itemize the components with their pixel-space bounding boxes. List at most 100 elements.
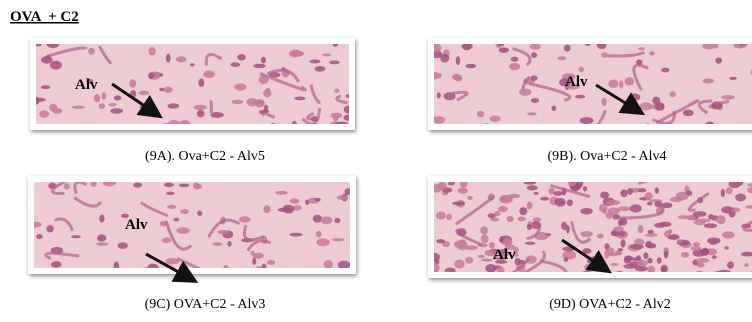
cell bbox=[334, 218, 340, 223]
cell bbox=[608, 80, 618, 88]
cell bbox=[527, 201, 533, 209]
cell bbox=[683, 110, 694, 117]
cell bbox=[315, 66, 326, 72]
alv-label: Alv bbox=[125, 217, 148, 233]
cell bbox=[605, 212, 613, 219]
micrograph bbox=[29, 177, 396, 282]
cell bbox=[630, 281, 635, 285]
cell bbox=[726, 187, 733, 194]
cell bbox=[108, 103, 116, 106]
cell bbox=[661, 265, 668, 274]
cell bbox=[452, 201, 465, 205]
cell bbox=[41, 85, 51, 89]
cell bbox=[507, 216, 514, 222]
cell bbox=[661, 68, 669, 73]
cell bbox=[88, 48, 95, 55]
cell bbox=[624, 257, 632, 264]
cell bbox=[580, 231, 593, 237]
cell bbox=[231, 100, 243, 104]
cell bbox=[440, 54, 449, 63]
cell bbox=[638, 188, 646, 192]
cell bbox=[677, 239, 682, 242]
cell bbox=[613, 226, 624, 232]
cell bbox=[646, 243, 656, 249]
cell bbox=[678, 215, 690, 219]
cell bbox=[645, 233, 658, 237]
cell bbox=[437, 92, 441, 98]
cell bbox=[118, 242, 128, 249]
cell bbox=[448, 182, 455, 186]
cell bbox=[342, 130, 347, 133]
cell bbox=[498, 206, 508, 212]
cell bbox=[458, 188, 468, 194]
cell bbox=[197, 110, 205, 118]
cell bbox=[579, 67, 584, 72]
cell bbox=[291, 51, 304, 57]
cell bbox=[454, 280, 465, 284]
cell bbox=[531, 98, 539, 103]
cell bbox=[530, 44, 541, 50]
cell bbox=[707, 237, 720, 244]
cell bbox=[41, 56, 53, 64]
cell bbox=[668, 229, 673, 233]
cell bbox=[193, 184, 202, 190]
cell bbox=[693, 211, 707, 217]
cell bbox=[654, 223, 665, 228]
cell bbox=[99, 215, 104, 223]
cell bbox=[190, 63, 195, 66]
cell bbox=[436, 211, 446, 219]
cell bbox=[465, 257, 473, 264]
cell bbox=[290, 233, 303, 237]
cell bbox=[180, 209, 189, 214]
cell bbox=[527, 185, 538, 190]
cell bbox=[462, 43, 472, 50]
cell bbox=[227, 241, 231, 247]
cell bbox=[479, 277, 487, 283]
cell bbox=[575, 95, 585, 99]
cell bbox=[729, 77, 737, 80]
cell bbox=[71, 235, 81, 238]
cell bbox=[559, 201, 565, 204]
cell bbox=[159, 88, 164, 91]
cell bbox=[251, 250, 255, 255]
cell bbox=[731, 209, 737, 212]
cell bbox=[564, 257, 568, 262]
cell bbox=[655, 187, 659, 193]
figure-title: OVA + C2 bbox=[10, 9, 79, 25]
cell bbox=[721, 95, 735, 100]
cell bbox=[164, 87, 173, 93]
cell bbox=[117, 275, 131, 279]
cell bbox=[618, 248, 624, 251]
cell bbox=[263, 205, 271, 213]
cell bbox=[724, 246, 728, 249]
cell bbox=[149, 47, 156, 55]
cell bbox=[459, 239, 465, 243]
cell bbox=[557, 56, 566, 60]
cell bbox=[738, 278, 747, 281]
cell bbox=[217, 230, 229, 234]
cell bbox=[454, 260, 464, 269]
cell bbox=[309, 60, 320, 64]
cell bbox=[499, 47, 509, 53]
cell bbox=[133, 182, 142, 187]
cell bbox=[338, 261, 351, 269]
cell bbox=[583, 186, 587, 192]
septum bbox=[211, 100, 212, 113]
micrograph bbox=[428, 174, 752, 287]
cell bbox=[467, 196, 473, 200]
tissue-background bbox=[34, 182, 362, 280]
cell bbox=[179, 184, 190, 187]
cell bbox=[478, 255, 485, 258]
cell bbox=[252, 258, 256, 265]
cell bbox=[481, 235, 489, 244]
cell bbox=[96, 242, 108, 246]
cell bbox=[203, 71, 215, 79]
tissue-background bbox=[434, 44, 752, 136]
cell bbox=[267, 260, 275, 265]
cell bbox=[564, 45, 571, 52]
cell bbox=[534, 192, 539, 195]
cell bbox=[561, 222, 567, 231]
cell bbox=[630, 204, 642, 212]
cell bbox=[167, 205, 176, 209]
cell bbox=[686, 190, 692, 196]
